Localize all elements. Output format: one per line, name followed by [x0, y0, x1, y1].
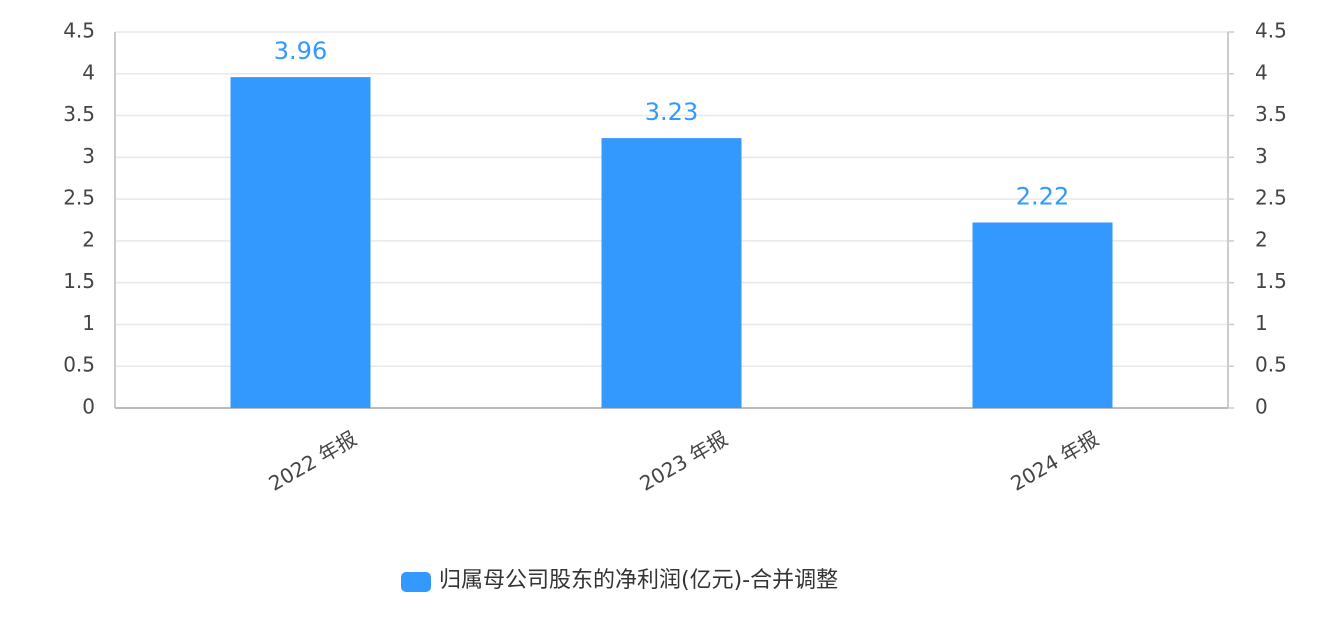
y-tick-label: 0 — [82, 395, 95, 419]
legend-label: 归属母公司股东的净利润(亿元)-合并调整 — [439, 568, 838, 593]
y2-tick-label: 1 — [1255, 311, 1268, 335]
data-label: 2.22 — [1016, 183, 1069, 211]
y-tick-label: 2 — [82, 227, 95, 251]
x-tick-label: 2024 年报 — [1007, 426, 1103, 495]
data-label: 3.96 — [274, 37, 327, 65]
bar — [230, 77, 371, 409]
y-tick-label: 3.5 — [63, 102, 95, 126]
y2-tick-label: 4.5 — [1255, 19, 1287, 43]
x-tick-label: 2023 年报 — [636, 426, 732, 495]
y2-tick-label: 3.5 — [1255, 102, 1287, 126]
bar — [972, 222, 1113, 408]
x-tick-label: 2022 年报 — [265, 426, 361, 495]
y2-tick-label: 2 — [1255, 227, 1268, 251]
y-tick-label: 4 — [82, 60, 95, 84]
y2-tick-label: 0 — [1255, 395, 1268, 419]
y2-tick-label: 2.5 — [1255, 186, 1287, 210]
y2-tick-label: 3 — [1255, 144, 1268, 168]
y-tick-label: 1.5 — [63, 269, 95, 293]
y2-tick-label: 4 — [1255, 60, 1268, 84]
y-tick-label: 1 — [82, 311, 95, 335]
y-tick-label: 4.5 — [63, 19, 95, 43]
y2-tick-label: 0.5 — [1255, 353, 1287, 377]
legend-swatch — [401, 572, 431, 592]
bar — [601, 138, 742, 409]
y-tick-label: 3 — [82, 144, 95, 168]
y-tick-label: 2.5 — [63, 186, 95, 210]
data-label: 3.23 — [645, 98, 698, 126]
y-tick-label: 0.5 — [63, 353, 95, 377]
y2-tick-label: 1.5 — [1255, 269, 1287, 293]
